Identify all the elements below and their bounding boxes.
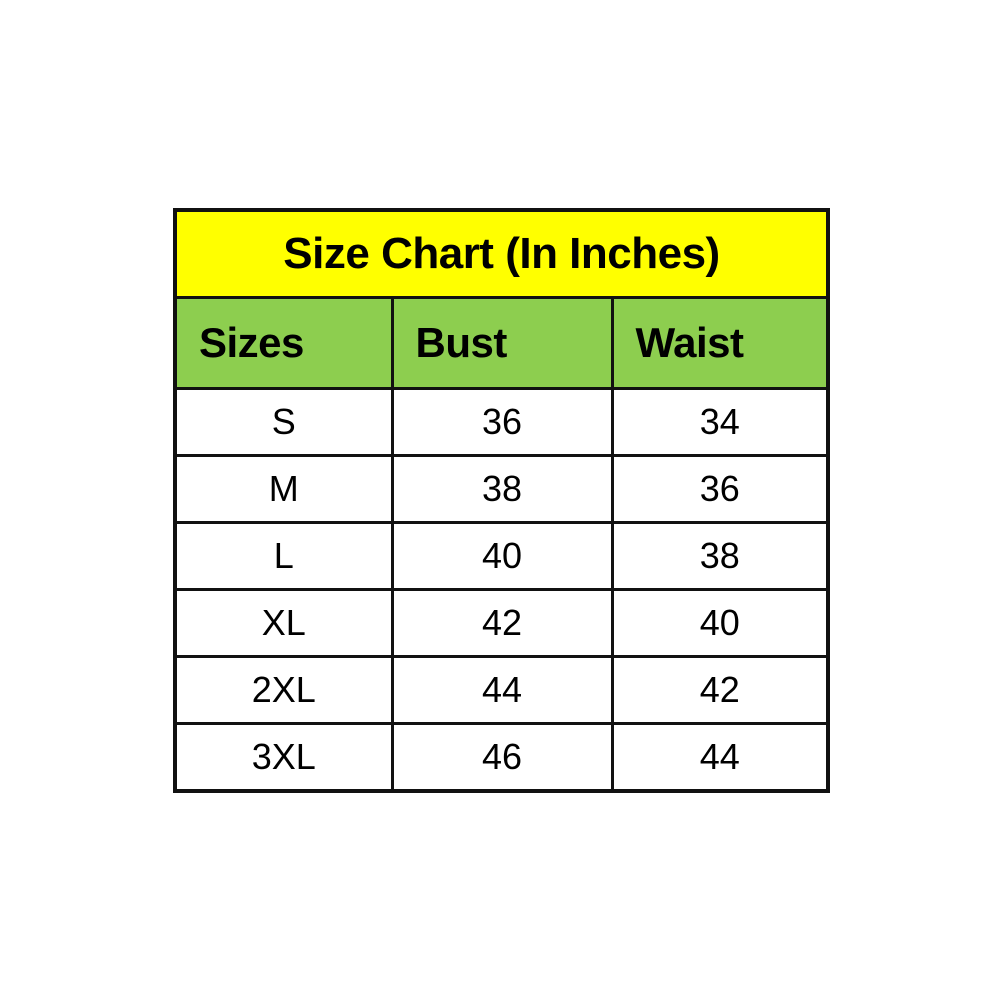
cell-bust: 44: [390, 655, 614, 725]
cell-waist: 36: [610, 454, 830, 524]
table-title-row: Size Chart (In Inches): [173, 208, 830, 299]
size-chart-table: Size Chart (In Inches) Sizes Bust Waist …: [173, 208, 831, 793]
cell-size: 2XL: [173, 655, 394, 725]
cell-bust: 38: [390, 454, 614, 524]
cell-waist: 38: [610, 521, 830, 591]
cell-bust: 46: [390, 722, 614, 793]
cell-size: M: [173, 454, 394, 524]
cell-bust: 40: [390, 521, 614, 591]
cell-waist: 34: [610, 387, 830, 457]
cell-waist: 40: [610, 588, 830, 658]
table-row: L 40 38: [173, 521, 830, 591]
table-row: XL 42 40: [173, 588, 830, 658]
table-row: S 36 34: [173, 387, 830, 457]
cell-bust: 42: [390, 588, 614, 658]
table-row: 2XL 44 42: [173, 655, 830, 725]
cell-size: 3XL: [173, 722, 394, 793]
column-header-waist: Waist: [610, 296, 830, 390]
column-header-sizes: Sizes: [173, 296, 394, 390]
cell-size: L: [173, 521, 394, 591]
cell-bust: 36: [390, 387, 614, 457]
column-header-bust: Bust: [390, 296, 614, 390]
table-row: 3XL 46 44: [173, 722, 830, 793]
table-header-row: Sizes Bust Waist: [173, 296, 830, 390]
cell-size: XL: [173, 588, 394, 658]
cell-size: S: [173, 387, 394, 457]
size-chart-title: Size Chart (In Inches): [173, 208, 830, 299]
cell-waist: 42: [610, 655, 830, 725]
table-row: M 38 36: [173, 454, 830, 524]
cell-waist: 44: [610, 722, 830, 793]
